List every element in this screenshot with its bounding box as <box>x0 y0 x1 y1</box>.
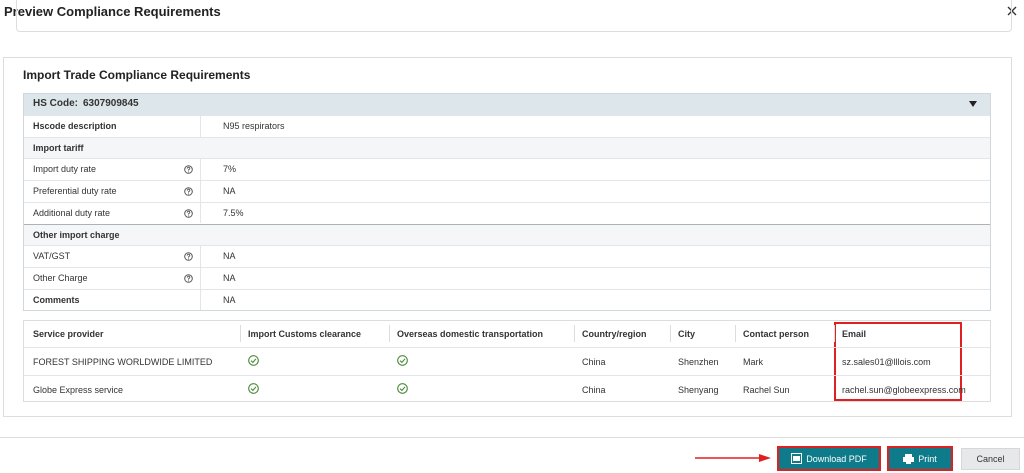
print-icon <box>903 453 915 464</box>
cell: China <box>582 357 606 367</box>
group-title: Other import charge <box>33 229 120 240</box>
row-label: Additional duty rate <box>33 207 111 218</box>
row-value: NA <box>223 294 236 305</box>
download-pdf-button[interactable]: Download PDF <box>777 446 881 471</box>
collapse-toggle[interactable] <box>968 100 978 108</box>
header-divider <box>670 325 671 342</box>
row-label: Import duty rate <box>33 164 97 175</box>
hs-header <box>24 94 990 115</box>
group-title: Import tariff <box>33 142 84 153</box>
dialog-title: Preview Compliance Requirements <box>4 4 221 19</box>
row-divider <box>24 201 990 203</box>
group-row <box>24 137 990 159</box>
previous-panel <box>16 0 1012 32</box>
column-header: Country/region <box>582 329 647 339</box>
column-header: Service provider <box>33 329 104 339</box>
row-divider <box>24 136 990 138</box>
cancel-label: Cancel <box>976 454 1005 464</box>
pdf-icon <box>791 453 803 464</box>
hs-label: HS Code: <box>33 98 78 109</box>
row-label: Preferential duty rate <box>33 186 117 197</box>
help-icon <box>184 274 193 283</box>
cancel-button[interactable]: Cancel <box>961 448 1020 470</box>
cell: sz.sales01@lllois.com <box>842 357 931 367</box>
section-title: Import Trade Compliance Requirements <box>23 68 251 82</box>
cell: FOREST SHIPPING WORLDWIDE LIMITED <box>33 357 213 367</box>
row-label: VAT/GST <box>33 251 71 262</box>
row-divider <box>24 266 990 268</box>
cell: Mark <box>743 357 763 367</box>
hs-code: 6307909845 <box>83 98 139 109</box>
column-divider <box>200 180 201 202</box>
arrow <box>695 454 771 462</box>
cell: Shenzhen <box>678 357 719 367</box>
row-value: 7% <box>223 164 237 175</box>
row-label: Hscode description <box>33 121 117 131</box>
help-icon <box>184 252 193 261</box>
cell: rachel.sun@globeexpress.com <box>842 384 966 395</box>
column-divider <box>200 288 201 311</box>
column-divider <box>200 115 201 137</box>
cell: Globe Express service <box>33 384 124 395</box>
cell: Rachel Sun <box>743 384 790 395</box>
check-icon <box>397 355 408 366</box>
row-divider <box>24 115 990 116</box>
column-header: Email <box>842 329 867 339</box>
row-label: Other Charge <box>33 272 88 283</box>
column-header: Overseas domestic transportation <box>397 329 544 339</box>
column-divider <box>200 158 201 181</box>
row-label: Comments <box>33 294 80 305</box>
print-label: Print <box>918 453 937 464</box>
check-icon <box>397 382 408 394</box>
email-highlight <box>834 322 962 401</box>
header-divider <box>834 325 835 342</box>
help-icon <box>184 208 193 218</box>
hs-table <box>23 93 991 311</box>
providers-table <box>23 320 991 402</box>
column-divider <box>200 245 201 267</box>
column-divider <box>200 266 201 289</box>
help-icon <box>184 187 193 196</box>
row-divider <box>24 288 990 290</box>
download-pdf-label: Download PDF <box>806 453 867 464</box>
cell: Shenyang <box>678 384 719 395</box>
row-value: NA <box>223 186 236 197</box>
close-button[interactable] <box>1006 5 1018 17</box>
print-button[interactable]: Print <box>887 446 953 471</box>
column-header: Import Customs clearance <box>248 329 362 339</box>
header-divider <box>735 325 736 342</box>
row-value: NA <box>223 251 236 262</box>
cell: China <box>582 384 606 395</box>
header-divider <box>389 325 390 342</box>
column-divider <box>200 201 201 224</box>
compliance-panel <box>3 57 1012 417</box>
row-divider <box>24 245 990 247</box>
group-row <box>24 224 990 246</box>
check-icon <box>248 355 259 366</box>
footer-divider <box>0 437 1024 438</box>
row-divider <box>24 158 990 160</box>
column-header: Contact person <box>743 329 810 339</box>
row-divider <box>24 223 990 225</box>
row-divider <box>24 180 990 182</box>
help-icon <box>184 165 193 175</box>
row-divider <box>24 374 990 376</box>
row-value: 7.5% <box>223 207 244 218</box>
row-value: NA <box>223 272 236 283</box>
row-value: N95 respirators <box>223 121 285 131</box>
column-header: City <box>678 329 696 339</box>
header-divider <box>574 325 575 342</box>
header-divider <box>240 325 241 342</box>
row-divider <box>24 347 990 348</box>
check-icon <box>248 382 259 394</box>
